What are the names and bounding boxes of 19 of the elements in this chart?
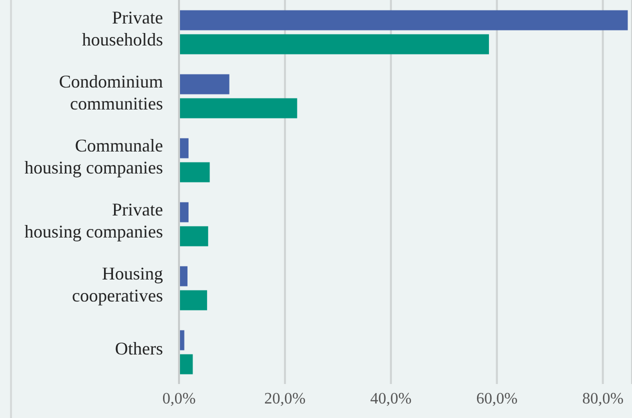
y-tick-label: Others <box>115 338 163 358</box>
bar <box>179 290 208 310</box>
bar <box>179 354 193 374</box>
bar <box>179 98 298 118</box>
x-tick-label: 0,0% <box>162 390 196 408</box>
y-tick-label: Communale housing companies <box>24 135 163 178</box>
y-tick-label: Condominium communities <box>58 71 163 114</box>
bar <box>179 226 208 246</box>
bar <box>179 10 628 30</box>
bar <box>179 74 230 94</box>
x-tick-label: 20,0% <box>264 390 306 408</box>
x-tick-label: 80,0% <box>582 390 624 408</box>
y-tick-label: Housing cooperatives <box>72 263 163 306</box>
bar <box>179 34 489 54</box>
x-tick-label: 40,0% <box>370 390 412 408</box>
bar <box>179 162 210 182</box>
y-tick-label: Private housing companies <box>24 199 163 242</box>
x-tick-label: 60,0% <box>476 390 518 408</box>
y-tick-label: Private households <box>82 7 163 50</box>
